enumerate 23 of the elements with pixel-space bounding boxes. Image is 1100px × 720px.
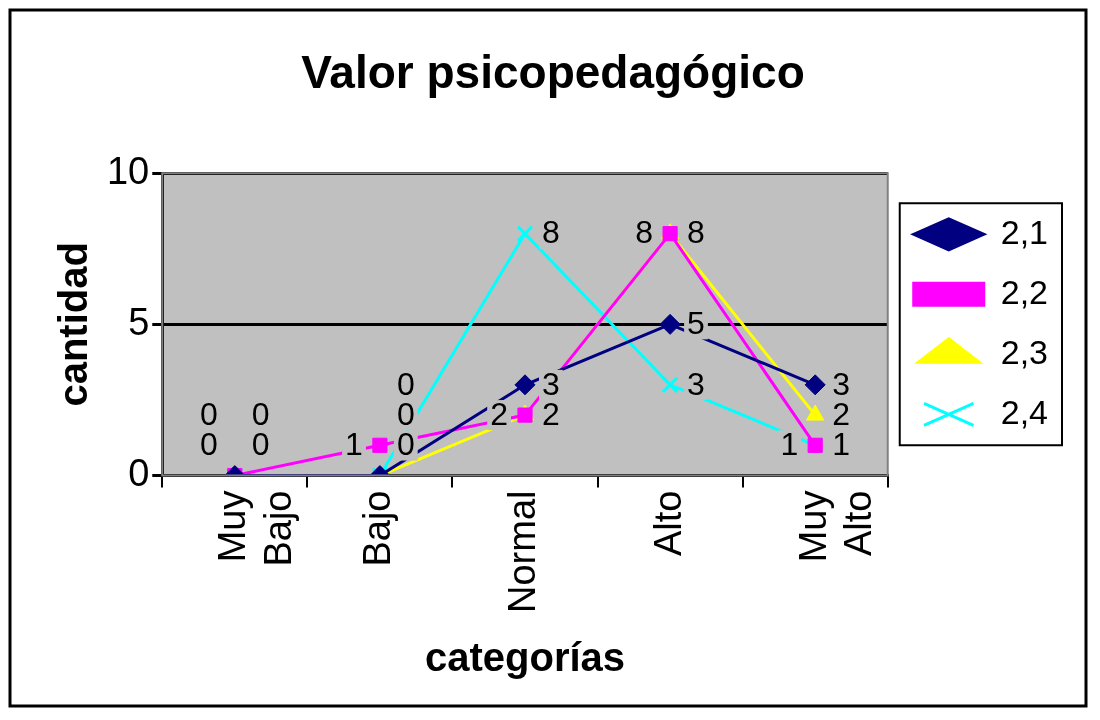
legend-label: 2,3 [1000,332,1048,371]
y-axis-title: cantidad [51,242,96,407]
x-axis-title: categorías [424,635,626,680]
y-tick-label: 0 [128,452,150,495]
data-label: 5 [687,305,705,342]
x-tick-label: Alto [646,490,689,557]
y-tick-label: 10 [106,149,150,192]
data-label: 8 [687,214,705,251]
x-tick-label: Muy Alto [791,490,880,563]
y-tick-label: 5 [128,300,150,343]
data-label: 2 [490,395,508,432]
data-label: 3 [687,365,705,402]
legend-label: 2,1 [1000,212,1048,251]
x-tick-label: Bajo [356,490,399,567]
data-label: 1 [780,426,799,463]
legend-label: 2,2 [1000,272,1048,311]
data-label: 8 [542,214,560,251]
data-label: 1 [345,426,363,463]
x-tick-label: Normal [501,490,544,614]
x-tick-label: Muy Bajo [211,490,299,567]
chart-title: Valor psicopedagógico [301,46,805,99]
legend-label: 2,4 [1000,392,1048,431]
data-label: 8 [635,214,654,251]
